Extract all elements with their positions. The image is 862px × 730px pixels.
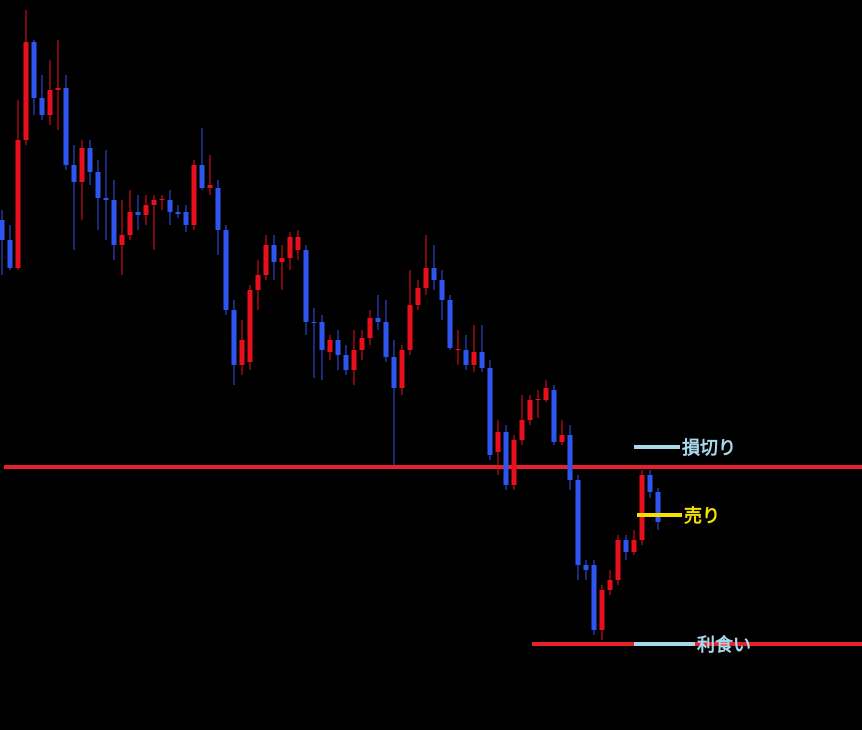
annotation-label: 売り	[684, 505, 720, 527]
candle-body	[127, 212, 133, 235]
candle-body	[535, 399, 541, 400]
candle-body	[247, 290, 253, 362]
annotation-label: 利食い	[697, 634, 751, 656]
candle-body	[183, 212, 189, 225]
candle-body	[599, 590, 605, 630]
candle-body	[543, 388, 549, 400]
candle-body	[567, 435, 573, 480]
candle-body	[607, 580, 613, 590]
candle-body	[0, 220, 5, 240]
candle-body	[31, 42, 37, 98]
candle-body	[95, 172, 101, 198]
candle-body	[455, 349, 461, 350]
candle-body	[479, 352, 485, 368]
candle-body	[423, 268, 429, 288]
candle-body	[39, 98, 45, 115]
candle-body	[655, 492, 661, 522]
candle-body	[447, 300, 453, 348]
candle-body	[343, 355, 349, 370]
candle-body	[439, 280, 445, 300]
candle-body	[103, 198, 109, 200]
candle-body	[135, 212, 141, 215]
candle-body	[399, 350, 405, 388]
candle-body	[279, 258, 285, 262]
candle-body	[495, 432, 501, 452]
candle-body	[239, 340, 245, 365]
candle-body	[647, 475, 653, 492]
candle-body	[583, 565, 589, 570]
candle-body	[631, 540, 637, 552]
candle-body	[487, 368, 493, 455]
candle-body	[215, 188, 221, 230]
candle-body	[623, 540, 629, 552]
candle-body	[23, 42, 29, 140]
candle-body	[255, 275, 261, 290]
candle-body	[295, 237, 301, 250]
candle-body	[231, 310, 237, 365]
candle-body	[503, 432, 509, 485]
candle-body	[143, 205, 149, 215]
candle-body	[199, 165, 205, 188]
candle-body	[79, 148, 85, 182]
candle-body	[167, 200, 173, 212]
candle-body	[471, 352, 477, 365]
candle-body	[575, 480, 581, 565]
candle-body	[111, 200, 117, 245]
candle-body	[159, 199, 165, 200]
candle-body	[463, 350, 469, 365]
candle-body	[311, 322, 317, 323]
candle-body	[559, 435, 565, 442]
candle-body	[639, 475, 645, 540]
candle-body	[375, 318, 381, 322]
candle-body	[327, 340, 333, 352]
candle-body	[87, 148, 93, 172]
candle-body	[591, 565, 597, 630]
candle-body	[7, 240, 13, 268]
candle-body	[191, 165, 197, 225]
candle-body	[47, 90, 53, 115]
candle-body	[351, 350, 357, 370]
candle-body	[175, 212, 181, 214]
candle-body	[519, 420, 525, 440]
candle-body	[303, 250, 309, 322]
candle-body	[407, 305, 413, 350]
candle-body	[527, 400, 533, 420]
candle-body	[335, 340, 341, 355]
candle-body	[367, 318, 373, 338]
candle-body	[319, 322, 325, 350]
candle-body	[151, 200, 157, 205]
candle-body	[431, 268, 437, 280]
candle-body	[511, 440, 517, 485]
candle-body	[383, 322, 389, 357]
candle-body	[263, 245, 269, 275]
candle-body	[415, 288, 421, 305]
candle-body	[71, 165, 77, 182]
candle-body	[615, 540, 621, 580]
candle-body	[119, 235, 125, 245]
candle-body	[55, 88, 61, 90]
candle-body	[287, 237, 293, 258]
candle-body	[223, 230, 229, 310]
annotation-label: 損切り	[682, 437, 736, 459]
candle-body	[15, 140, 21, 268]
candle-body	[551, 390, 557, 442]
candle-body	[391, 357, 397, 388]
candle-body	[271, 245, 277, 262]
candle-body	[63, 88, 69, 165]
candle-body	[359, 338, 365, 350]
candle-body	[207, 185, 213, 188]
